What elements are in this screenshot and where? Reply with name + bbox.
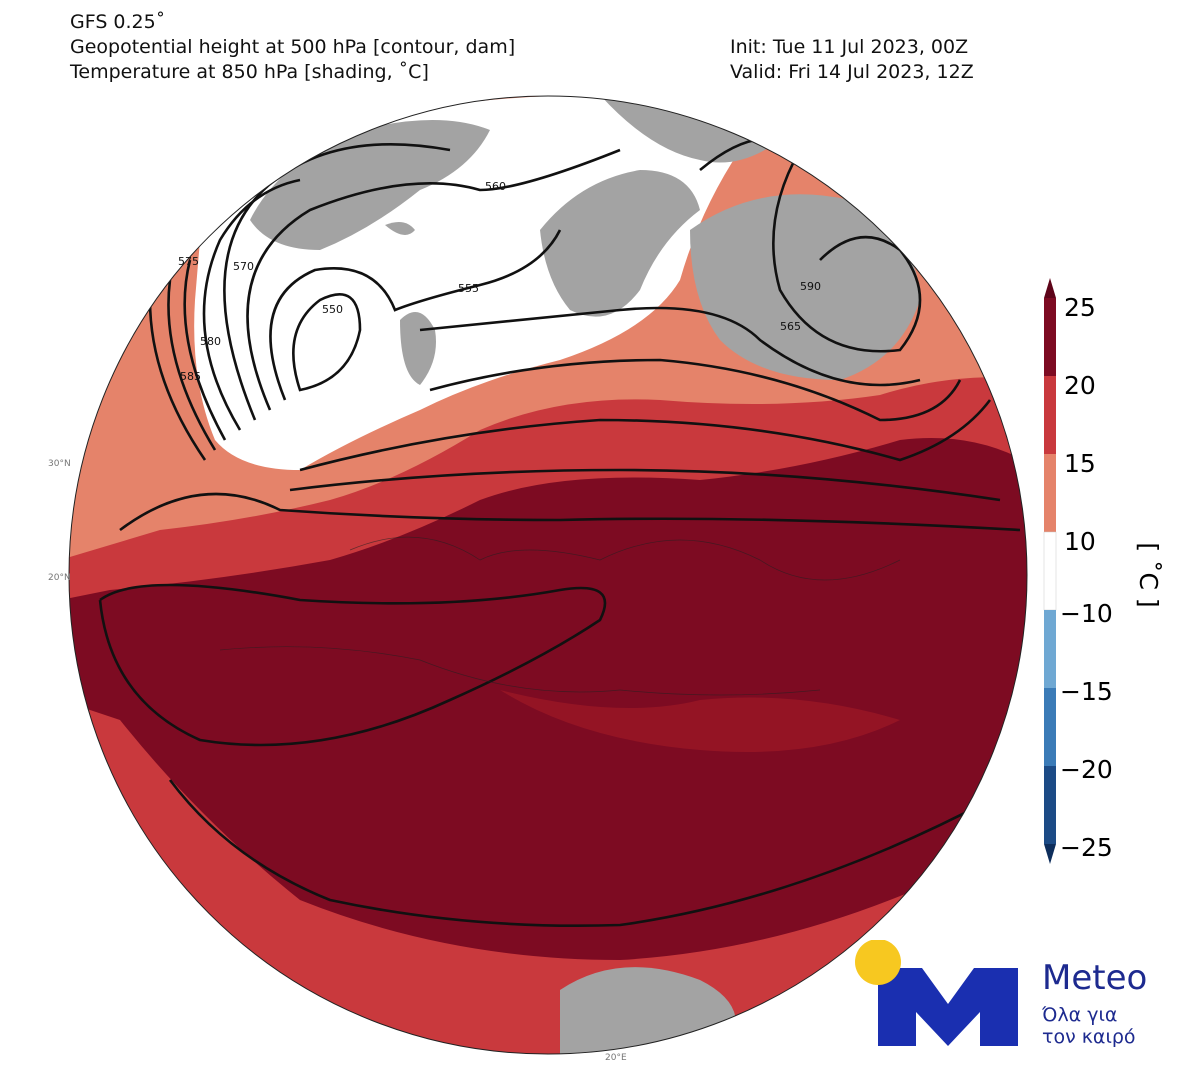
contour-labels: 550 555 560 565 570 575 580 585 590 <box>178 180 821 383</box>
contour-label: 585 <box>180 370 201 383</box>
colorbar: 25 20 15 10 −10 −15 −20 −25 [ ˚C ] <box>1043 278 1163 864</box>
tagline-line1: Όλα για <box>1042 1004 1118 1026</box>
tagline-line2: τον καιρό <box>1042 1026 1136 1048</box>
colorbar-bin <box>1044 688 1056 766</box>
russia <box>690 194 920 380</box>
colorbar-tick: 20 <box>1064 371 1096 400</box>
m-glyph <box>878 968 1018 1046</box>
shading-15-20-south <box>69 700 1027 1054</box>
map-title: GFS 0.25˚ Geopotential height at 500 hPa… <box>70 10 515 85</box>
contour-580 <box>167 279 992 472</box>
contour-590-south <box>168 779 991 927</box>
valid-time: Valid: Fri 14 Jul 2023, 12Z <box>730 61 974 83</box>
contour-label: 580 <box>200 335 221 348</box>
colorbar-tick: 10 <box>1064 527 1096 556</box>
lat-label-20n: 20°N <box>48 573 71 583</box>
globe-outline <box>68 95 1028 1055</box>
contour-label: 555 <box>458 282 479 295</box>
shading-15-20-sahara <box>500 690 900 752</box>
contour-590 <box>98 492 1021 747</box>
contour-label: 560 <box>485 180 506 193</box>
colorbar-bin <box>1044 454 1056 532</box>
globe <box>69 96 1027 1054</box>
lon-label-20e: 20°E <box>605 1053 627 1063</box>
model-name: GFS 0.25˚ <box>70 11 166 33</box>
contour-575 <box>183 259 962 441</box>
contour-550 <box>292 293 362 392</box>
contour-560 <box>246 148 621 411</box>
colorbar-tick: 15 <box>1064 449 1096 478</box>
colorbar-bin <box>1044 298 1056 376</box>
colorbar-bin <box>1043 531 1057 611</box>
colorbar-bin <box>1044 376 1056 454</box>
meteo-m-mark <box>855 940 1018 1046</box>
contour-label: 575 <box>178 255 199 268</box>
coastlines-borders <box>219 536 901 696</box>
colorbar-extend-max <box>1044 278 1056 298</box>
colorbar-tick: −20 <box>1060 755 1113 784</box>
logo-tagline: Όλα για τον καιρό <box>1042 1004 1136 1048</box>
meteo-logo: Meteo Όλα για τον καιρό <box>850 940 1190 1050</box>
sun-icon <box>855 940 901 985</box>
forecast-times: Init: Tue 11 Jul 2023, 00Z Valid: Fri 14… <box>730 35 974 85</box>
colorbar-tick: −10 <box>1060 599 1113 628</box>
init-time: Init: Tue 11 Jul 2023, 00Z <box>730 36 969 58</box>
greenland <box>250 120 490 250</box>
contour-585 <box>148 299 1001 502</box>
logo-brand: Meteo <box>1042 958 1148 998</box>
contour-label: 550 <box>322 303 343 316</box>
colorbar-bin <box>1044 610 1056 688</box>
colorbar-extend-min <box>1044 844 1056 864</box>
shading-description: Temperature at 850 hPa [shading, ˚C] <box>70 61 429 83</box>
contour-label: 565 <box>780 320 801 333</box>
colorbar-tick: −25 <box>1060 833 1113 862</box>
lat-label-30n: 30°N <box>48 459 71 469</box>
colorbar-label: [ ˚C ] <box>1134 542 1163 607</box>
colorbar-tick: 25 <box>1064 293 1096 322</box>
iceland <box>385 221 415 235</box>
contour-570 <box>202 178 921 431</box>
colorbar-bin <box>1044 766 1056 844</box>
contour-555 <box>269 229 562 401</box>
contour-label: 590 <box>800 280 821 293</box>
scandinavia <box>540 170 700 317</box>
contour-label: 570 <box>233 260 254 273</box>
contour-description: Geopotential height at 500 hPa [contour,… <box>70 36 516 58</box>
colorbar-tick: −15 <box>1060 677 1113 706</box>
